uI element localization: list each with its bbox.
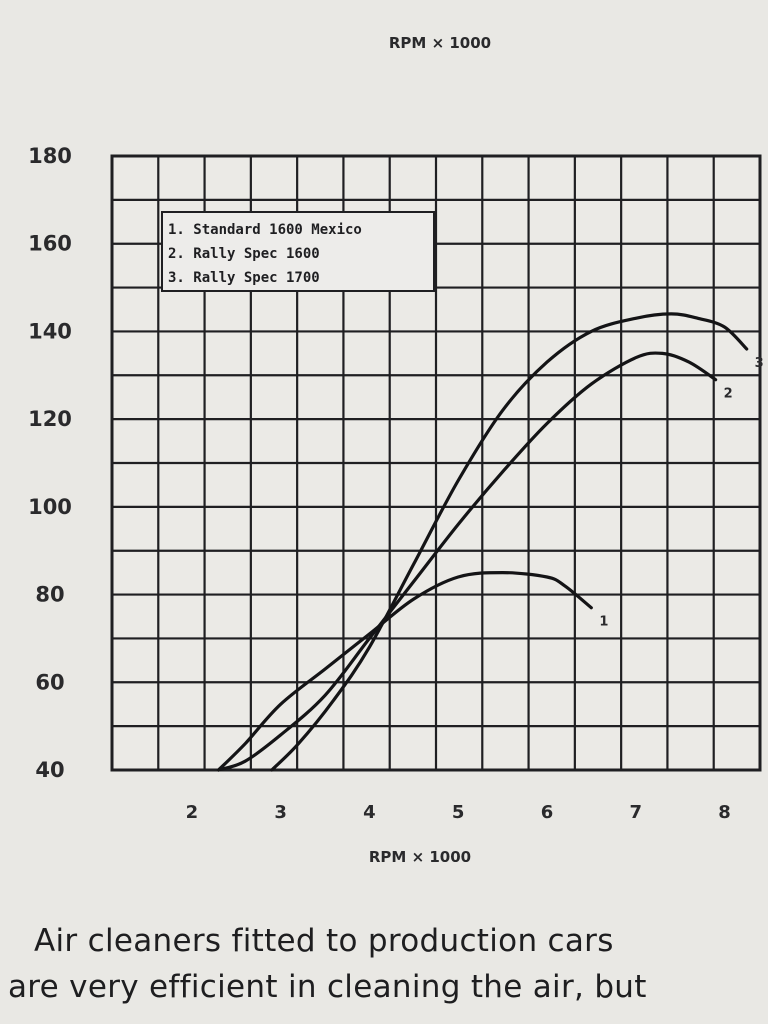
body-line-1: Air cleaners fitted to production cars	[34, 923, 614, 959]
series-lines	[216, 312, 749, 772]
legend-entry-2: 2. Rally Spec 1600	[168, 246, 320, 262]
y-tick-label: 40	[35, 758, 64, 782]
x-axis-label: RPM × 1000	[369, 848, 471, 866]
legend-box	[161, 211, 435, 292]
y-tick-label: 180	[28, 144, 72, 168]
x-tick-label: 5	[452, 802, 465, 823]
body-line-2: are very efficient in cleaning the air, …	[8, 969, 647, 1005]
series-line-2	[216, 351, 718, 772]
x-tick-label: 7	[629, 802, 642, 823]
y-tick-label: 100	[28, 495, 72, 519]
x-tick-labels: 2 3 4 5 6 7 8	[186, 802, 731, 823]
y-tick-label: 140	[28, 319, 72, 343]
series-end-label: 3	[755, 356, 764, 371]
x-tick-label: 6	[541, 802, 554, 823]
y-tick-labels: 40 60 80 100 120 140 160 180	[28, 144, 72, 782]
body-paragraph: Air cleaners fitted to production cars a…	[0, 918, 768, 1010]
y-tick-label: 160	[28, 232, 72, 256]
legend-entry-3: 3. Rally Spec 1700	[168, 270, 320, 286]
y-tick-label: 60	[35, 670, 64, 694]
series-labels: 1 2 3	[599, 356, 763, 630]
x-tick-label: 8	[718, 802, 731, 823]
series-line-1	[216, 570, 593, 772]
y-tick-label: 120	[28, 407, 72, 431]
x-tick-label: 4	[363, 802, 376, 823]
x-tick-label: 3	[274, 802, 287, 823]
legend: 1. Standard 1600 Mexico 2. Rally Spec 16…	[161, 211, 435, 292]
chart-title: RPM × 1000	[389, 34, 491, 52]
series-end-label: 1	[599, 615, 608, 630]
legend-entry-1: 1. Standard 1600 Mexico	[168, 222, 362, 238]
power-curve-chart: RPM × 1000 1. Standard 1600 Mexico 2. Ra…	[28, 34, 764, 866]
series-line-3	[270, 312, 749, 772]
x-tick-label: 2	[186, 802, 199, 823]
y-tick-label: 80	[35, 583, 64, 607]
series-end-label: 2	[724, 387, 733, 402]
